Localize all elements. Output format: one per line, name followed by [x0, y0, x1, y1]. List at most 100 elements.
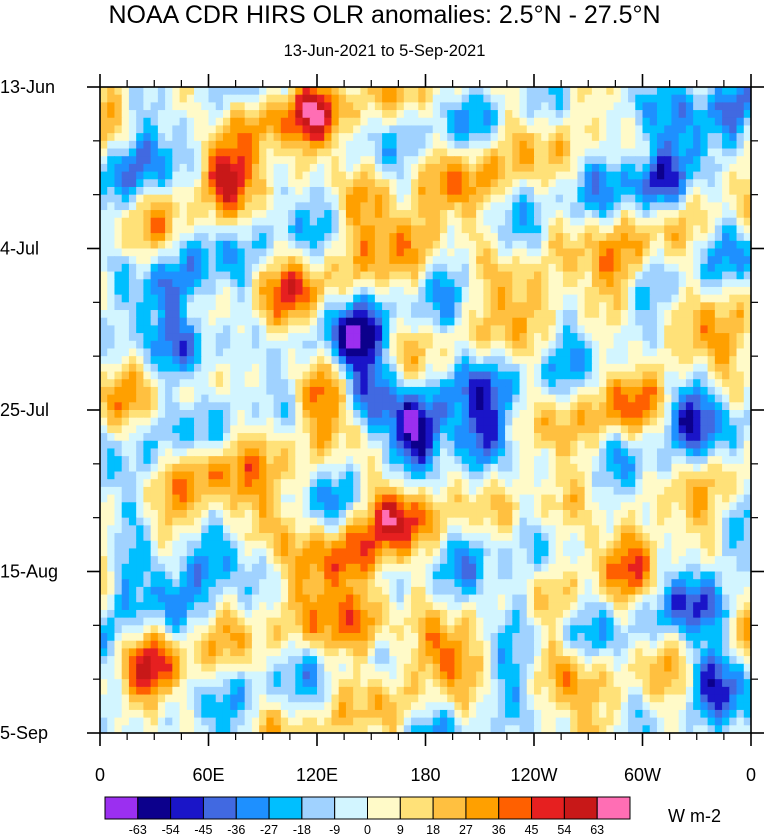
heatmap-cell — [331, 456, 340, 465]
heatmap-cell — [194, 402, 202, 411]
heatmap-cell — [331, 186, 340, 196]
heatmap-cell — [425, 440, 434, 450]
heatmap-cell — [685, 248, 694, 257]
heatmap-cell — [208, 502, 217, 511]
heatmap-cell — [562, 340, 571, 350]
heatmap-cell — [729, 340, 738, 350]
heatmap-cell — [628, 163, 636, 173]
heatmap-cell — [324, 117, 333, 127]
heatmap-cell — [505, 179, 513, 188]
heatmap-cell — [570, 310, 578, 319]
heatmap-cell — [389, 333, 398, 342]
heatmap-cell — [490, 463, 499, 473]
heatmap-cell — [403, 340, 412, 350]
heatmap-cell — [288, 140, 296, 150]
heatmap-cell — [230, 194, 239, 203]
heatmap-cell — [628, 425, 636, 434]
heatmap-cell — [693, 194, 701, 203]
heatmap-cell — [280, 271, 289, 280]
heatmap-cell — [201, 194, 210, 203]
heatmap-cell — [468, 263, 477, 273]
heatmap-cell — [714, 140, 723, 150]
heatmap-cell — [251, 110, 260, 119]
heatmap-cell — [526, 494, 535, 503]
heatmap-cell — [628, 440, 636, 450]
heatmap-cell — [584, 348, 593, 357]
heatmap-cell — [548, 379, 557, 388]
heatmap-cell — [317, 202, 325, 211]
heatmap-cell — [302, 333, 311, 342]
heatmap-cell — [635, 186, 644, 196]
heatmap-cell — [599, 217, 607, 227]
heatmap-cell — [714, 348, 723, 357]
heatmap-cell — [302, 433, 311, 442]
heatmap-cell — [483, 140, 492, 150]
heatmap-cell — [512, 110, 521, 119]
heatmap-cell — [707, 217, 716, 227]
heatmap-cell — [635, 133, 644, 142]
heatmap-cell — [215, 117, 224, 127]
heatmap-cell — [628, 217, 636, 227]
heatmap-cell — [128, 248, 137, 257]
heatmap-cell — [534, 87, 542, 96]
heatmap-cell — [360, 340, 369, 350]
heatmap-cell — [215, 217, 224, 227]
heatmap-cell — [208, 340, 217, 350]
heatmap-cell — [476, 425, 484, 434]
heatmap-cell — [497, 233, 506, 242]
heatmap-cell — [201, 494, 210, 503]
heatmap-cell — [534, 317, 542, 326]
heatmap-cell — [288, 379, 296, 388]
heatmap-cell — [360, 148, 369, 157]
heatmap-cell — [128, 240, 137, 250]
heatmap-cell — [671, 310, 680, 319]
heatmap-cell — [476, 371, 484, 380]
heatmap-cell — [534, 202, 542, 211]
heatmap-cell — [505, 463, 513, 473]
heatmap-cell — [237, 156, 246, 165]
heatmap-cell — [476, 463, 484, 473]
heatmap-cell — [266, 225, 275, 234]
heatmap-cell — [288, 279, 296, 288]
heatmap-cell — [461, 202, 470, 211]
heatmap-cell — [172, 348, 181, 357]
heatmap-cell — [671, 94, 680, 103]
heatmap-cell — [367, 417, 376, 426]
heatmap-cell — [714, 117, 723, 127]
heatmap-cell — [107, 163, 116, 173]
heatmap-cell — [353, 302, 361, 311]
heatmap-cell — [534, 325, 542, 334]
heatmap-cell — [309, 317, 318, 326]
heatmap-cell — [707, 117, 716, 127]
heatmap-cell — [237, 240, 246, 250]
heatmap-cell — [454, 179, 463, 188]
heatmap-cell — [461, 356, 470, 365]
heatmap-cell — [338, 102, 347, 111]
heatmap-cell — [534, 333, 542, 342]
heatmap-cell — [100, 263, 108, 273]
heatmap-cell — [121, 379, 130, 388]
heatmap-cell — [418, 433, 427, 442]
heatmap-cell — [345, 148, 354, 157]
heatmap-cell — [309, 356, 318, 365]
heatmap-cell — [425, 486, 434, 496]
heatmap-cell — [671, 302, 680, 311]
heatmap-cell — [244, 225, 253, 234]
heatmap-cell — [121, 394, 130, 403]
heatmap-cell — [685, 217, 694, 227]
heatmap-cell — [562, 279, 571, 288]
heatmap-cell — [150, 271, 159, 280]
heatmap-cell — [439, 240, 448, 250]
heatmap-cell — [497, 471, 506, 480]
heatmap-cell — [490, 386, 499, 396]
heatmap-cell — [656, 163, 665, 173]
heatmap-cell — [599, 502, 607, 511]
heatmap-cell — [338, 148, 347, 157]
heatmap-cell — [671, 117, 680, 127]
heatmap-cell — [295, 410, 304, 419]
heatmap-cell — [295, 509, 304, 519]
heatmap-cell — [736, 440, 745, 450]
heatmap-cell — [288, 210, 296, 219]
heatmap-cell — [512, 479, 521, 488]
heatmap-cell — [411, 248, 419, 257]
